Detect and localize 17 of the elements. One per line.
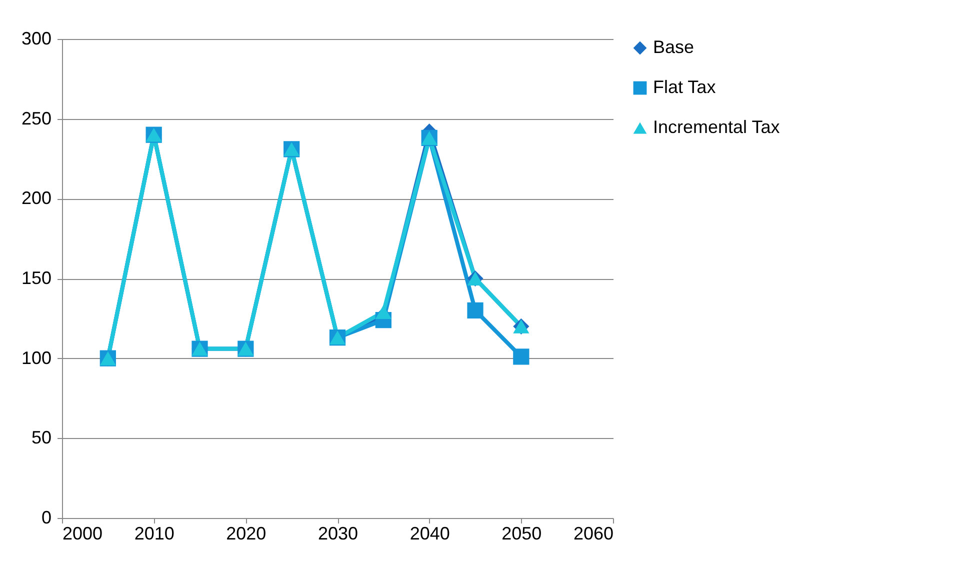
x-tick-label: 2010 xyxy=(134,524,174,544)
x-tick-label: 2020 xyxy=(226,524,266,544)
y-tick-label: 0 xyxy=(41,508,52,528)
x-tick-label: 2060 xyxy=(573,524,614,544)
legend-label: Flat Tax xyxy=(653,77,716,97)
legend-label: Incremental Tax xyxy=(653,117,780,137)
y-tick-label: 50 xyxy=(31,428,52,448)
x-tick-label: 2050 xyxy=(502,524,542,544)
x-tick-label: 2030 xyxy=(318,524,358,544)
x-tick-label: 2040 xyxy=(410,524,450,544)
y-tick-label: 200 xyxy=(21,188,52,208)
y-tick-label: 100 xyxy=(21,348,52,368)
y-tick-label: 300 xyxy=(21,28,52,48)
y-tick-label: 150 xyxy=(21,268,52,288)
legend-label: Base xyxy=(653,37,694,57)
y-tick-label: 250 xyxy=(21,108,52,128)
x-tick-label: 2000 xyxy=(62,524,103,544)
